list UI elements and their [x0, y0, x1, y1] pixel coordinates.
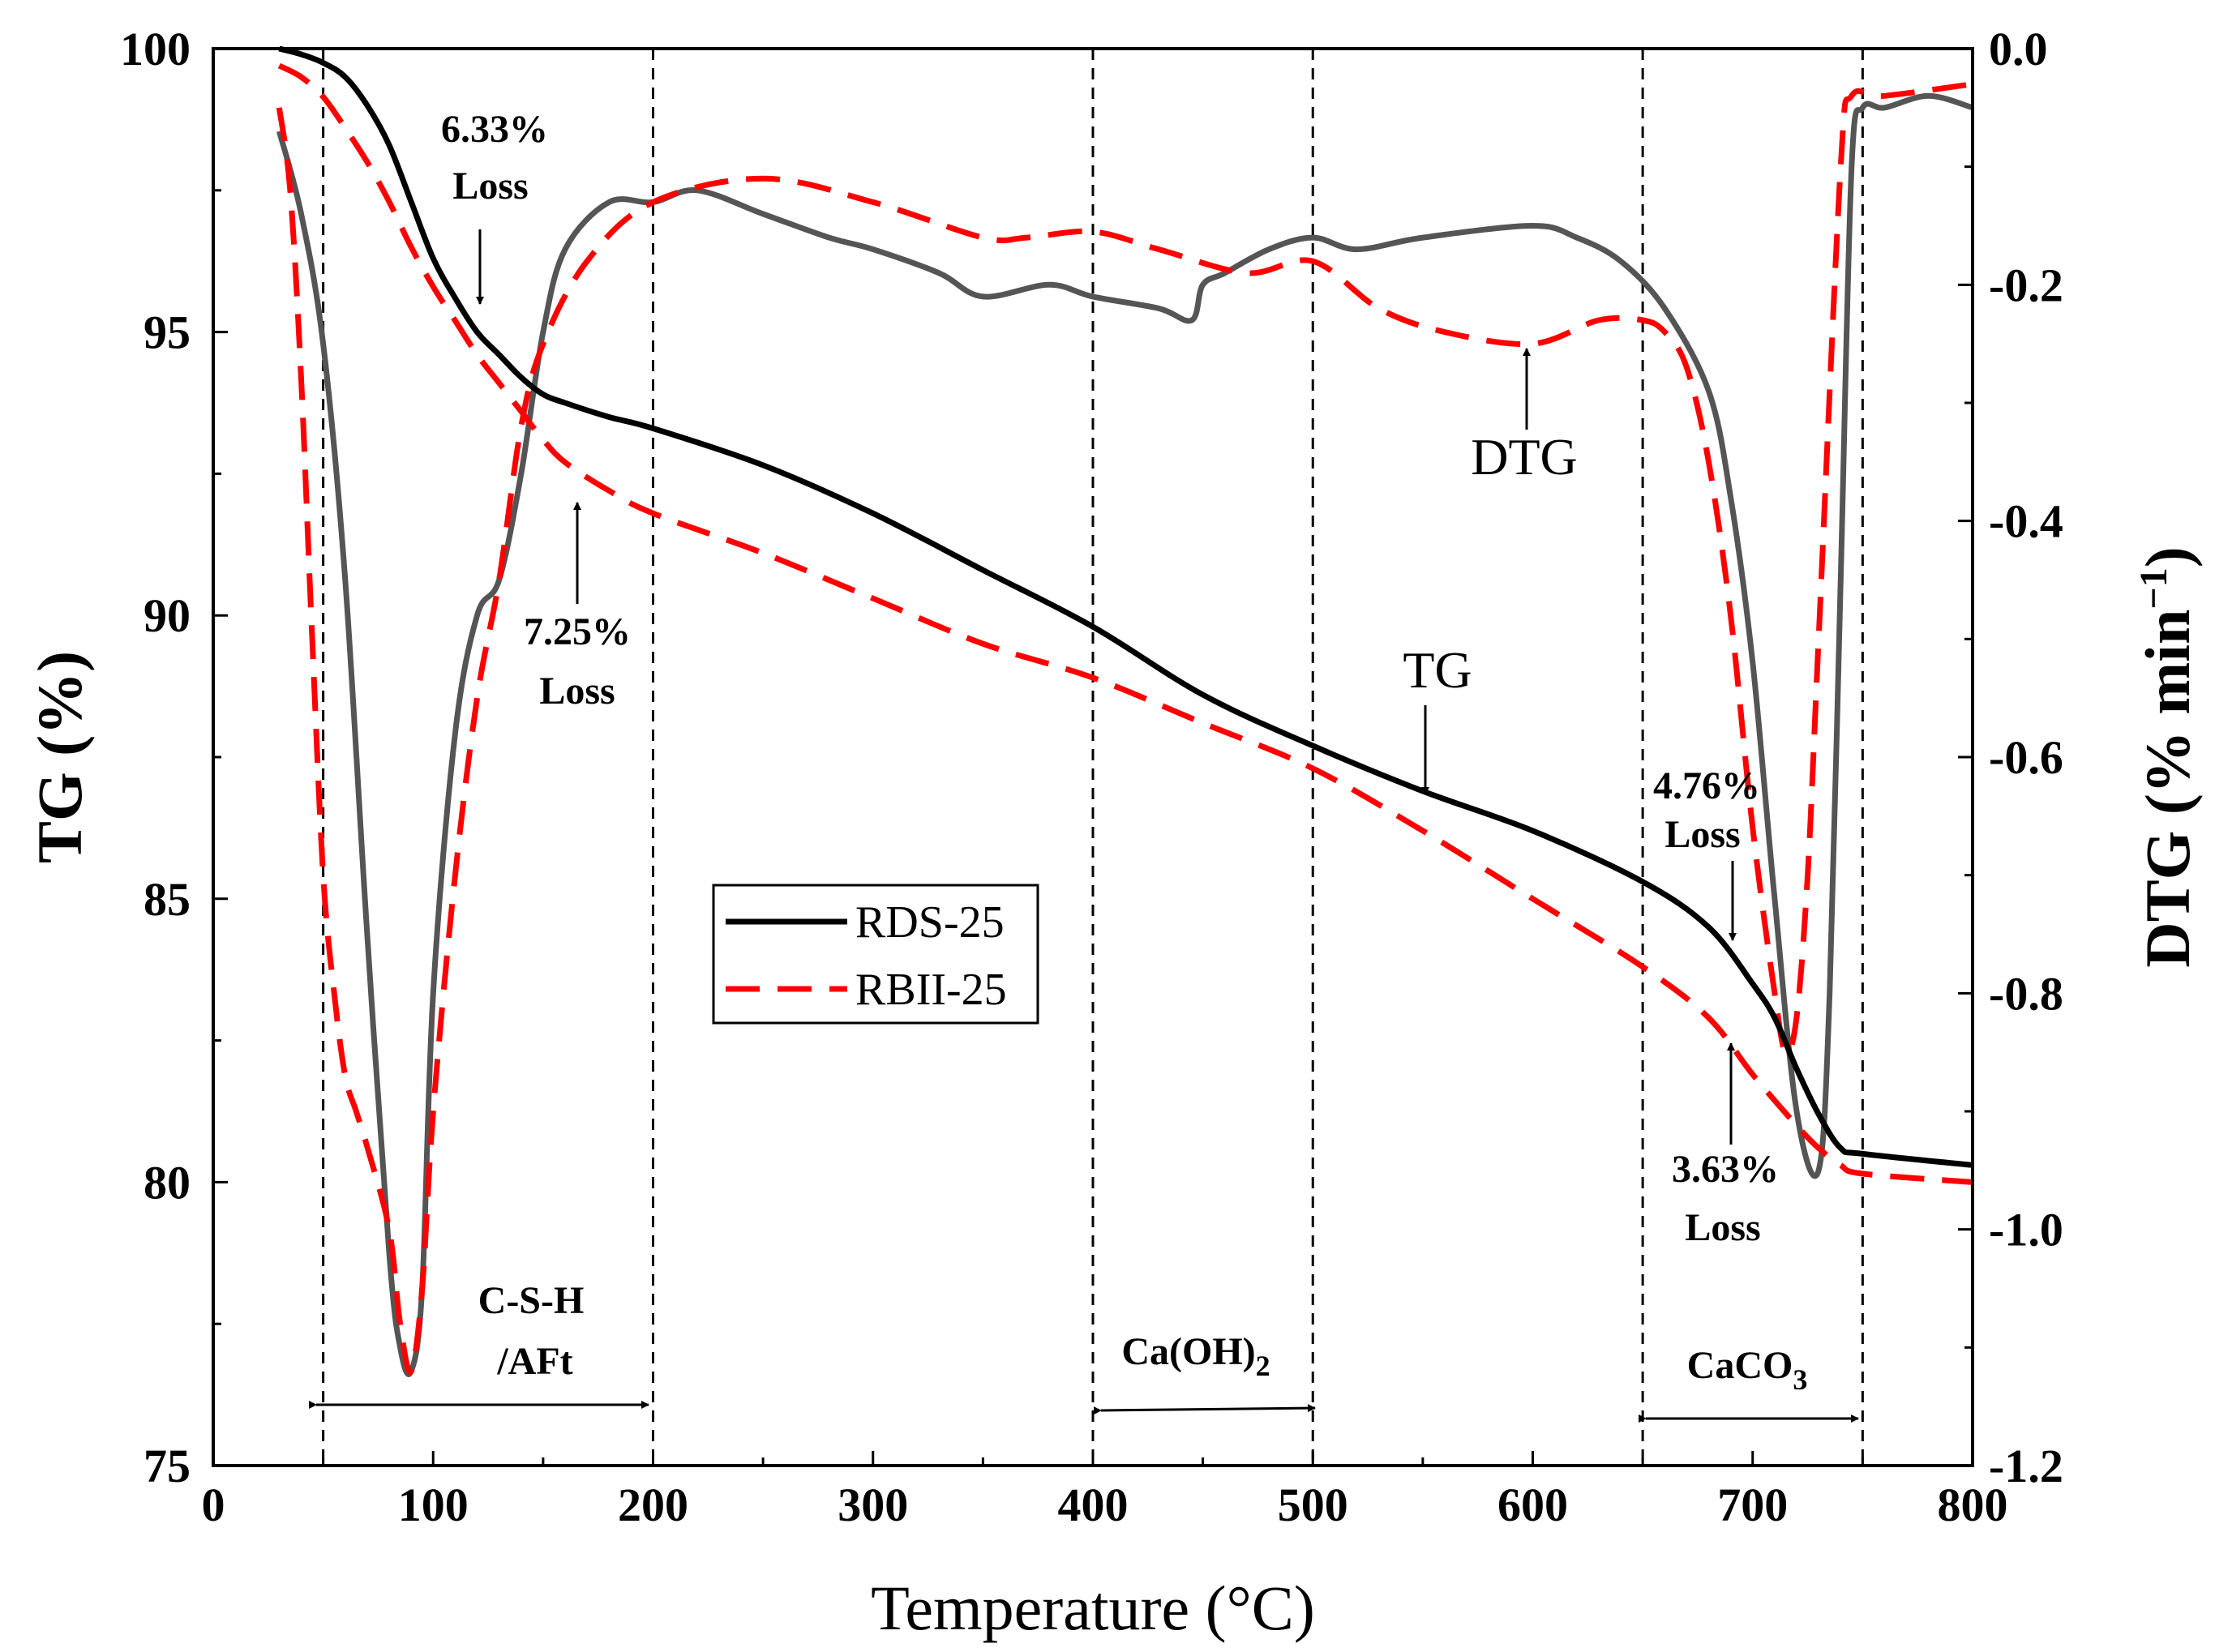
- y-tick-label-95: 95: [144, 306, 191, 359]
- region-csh-label-line1: C-S-H: [478, 1279, 585, 1322]
- annotation-725-loss: Loss: [539, 670, 615, 713]
- x-tick-label-500: 500: [1278, 1479, 1348, 1531]
- annotation-725-value: 7.25%: [524, 610, 631, 653]
- x-tick-label-700: 700: [1717, 1479, 1788, 1531]
- legend-label-rds25: RDS-25: [855, 897, 1005, 948]
- annotation-363-loss: Loss: [1685, 1206, 1760, 1249]
- right-y-axis-title-sup: −1: [2132, 567, 2175, 609]
- legend-box: [712, 884, 1039, 1025]
- series-rds-25-tg: [278, 45, 1973, 1168]
- region-caco3-main: CaCO: [1687, 1344, 1793, 1387]
- x-axis-title: Temperature (°C): [871, 1573, 1315, 1643]
- x-tick-label-800: 800: [1938, 1479, 2008, 1531]
- y-tick-label-85: 85: [144, 873, 191, 926]
- y2-tick-label--0.2: -0.2: [1989, 259, 2063, 311]
- y2-tick-label--0.4: -0.4: [1989, 495, 2063, 548]
- y2-tick-label--0.6: -0.6: [1989, 731, 2063, 784]
- right-y-axis-ticks: 0.0 -0.2 -0.4 -0.6 -0.8 -1.0 -1.2: [1958, 23, 2063, 1492]
- x-tick-label-300: 300: [838, 1479, 908, 1531]
- x-tick-label-400: 400: [1058, 1479, 1129, 1531]
- right-y-axis-title: DTG (% min−1): [2132, 546, 2203, 967]
- annotation-363-value: 3.63%: [1672, 1148, 1779, 1191]
- series-rbii-25-dtg: [276, 81, 1973, 1375]
- x-tick-label-100: 100: [398, 1479, 469, 1531]
- region-caco3-sub: 3: [1793, 1363, 1807, 1396]
- annotation-633-loss: Loss: [452, 165, 528, 208]
- x-tick-label-200: 200: [618, 1479, 688, 1531]
- region-caoh2-double-arrow: [1093, 1404, 1316, 1415]
- annotation-476-loss: Loss: [1664, 813, 1740, 856]
- region-caco3-label: CaCO3: [1687, 1344, 1808, 1396]
- y2-tick-label--1.0: -1.0: [1989, 1204, 2063, 1256]
- right-y-axis-title-main: DTG (% min: [2132, 610, 2203, 968]
- left-y-axis-title: TG (%): [24, 651, 95, 863]
- right-y-axis-title-end: ): [2132, 546, 2203, 567]
- y-tick-label-80: 80: [144, 1156, 191, 1209]
- region-caoh2-label: Ca(OH)2: [1121, 1330, 1270, 1382]
- left-y-axis-ticks: 75 80 85 90 95 100: [120, 23, 228, 1492]
- region-caoh2-main: Ca(OH): [1121, 1330, 1255, 1373]
- series-layer: [276, 45, 1974, 1377]
- annotation-tg-label: TG: [1403, 641, 1472, 699]
- y-tick-label-75: 75: [144, 1440, 191, 1492]
- x-tick-label-0: 0: [202, 1479, 225, 1531]
- series-rbii-25-tg: [277, 62, 1973, 1185]
- x-axis-ticks: 0 100 200 300 400 500 600 700 800: [202, 1451, 2008, 1531]
- annotation-476-value: 4.76%: [1653, 764, 1760, 807]
- y2-tick-label-0.0: 0.0: [1989, 23, 2048, 75]
- legend: RDS-25 RBII-25: [712, 884, 1039, 1025]
- region-boundary-lines: [322, 49, 1864, 1466]
- x-tick-label-600: 600: [1497, 1479, 1568, 1531]
- region-caoh2-sub: 2: [1256, 1350, 1270, 1382]
- y2-tick-label--1.2: -1.2: [1989, 1440, 2063, 1492]
- y-tick-label-90: 90: [144, 589, 191, 642]
- region-csh-label-line2: /AFt: [496, 1340, 572, 1383]
- legend-label-rbii25: RBII-25: [855, 965, 1007, 1015]
- annotation-dtg-label: DTG: [1471, 428, 1578, 486]
- y2-tick-label--0.8: -0.8: [1989, 967, 2063, 1020]
- y-tick-label-100: 100: [120, 23, 191, 75]
- annotation-633-value: 6.33%: [441, 108, 548, 151]
